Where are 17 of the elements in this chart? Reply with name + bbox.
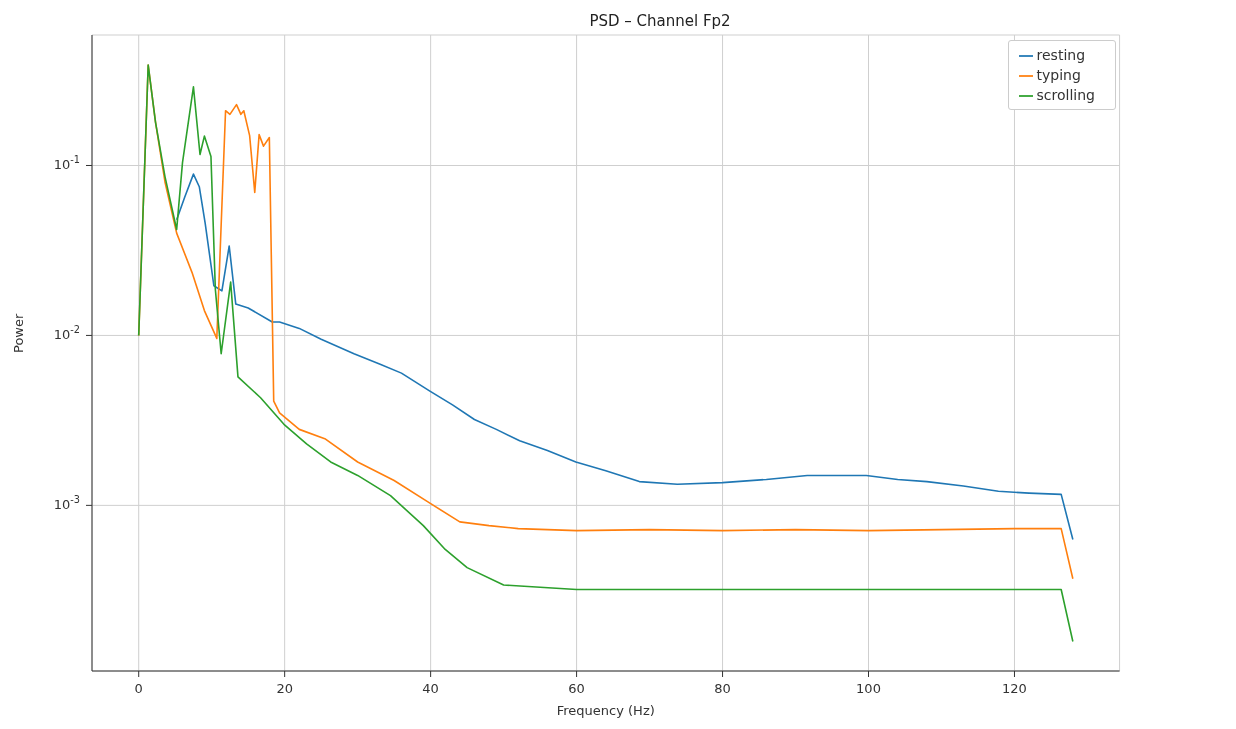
x-tick-label: 100 (856, 680, 881, 696)
x-tick-label: 20 (276, 680, 293, 696)
y-tick-label: 10$^{-1}$ (53, 153, 80, 172)
x-tick-label: 0 (134, 680, 143, 696)
y-axis-title: Power (10, 313, 26, 353)
legend-label: typing (1036, 67, 1081, 83)
x-axis-title: Frequency (Hz) (556, 703, 655, 718)
line-series (175, 173, 1074, 541)
chart-title: PSD – Channel Fp2 (588, 12, 732, 30)
legend-label: resting (1036, 47, 1086, 63)
x-tick-label: 40 (422, 680, 439, 696)
x-tick-label: 120 (1002, 680, 1027, 696)
legend-label: scrolling (1036, 87, 1095, 103)
x-tick-label: 60 (568, 680, 585, 696)
x-tick-label: 80 (714, 680, 731, 696)
y-tick-label: 10$^{-3}$ (53, 493, 80, 512)
y-tick-label: 10$^{-2}$ (53, 323, 80, 342)
